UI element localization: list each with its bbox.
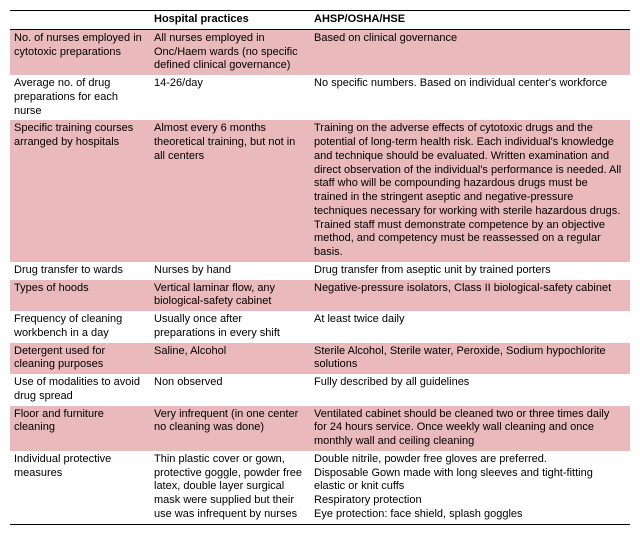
table-row: Specific training courses arranged by ho… xyxy=(10,120,630,262)
table-cell: No specific numbers. Based on individual… xyxy=(310,75,630,120)
table-cell: Detergent used for cleaning purposes xyxy=(10,343,150,375)
table-cell: Thin plastic cover or gown, protective g… xyxy=(150,451,310,524)
table-row: Use of modalities to avoid drug spreadNo… xyxy=(10,374,630,406)
table-row: Floor and furniture cleaningVery infrequ… xyxy=(10,406,630,451)
table-cell: Training on the adverse effects of cytot… xyxy=(310,120,630,262)
table-cell: Nurses by hand xyxy=(150,262,310,280)
table-cell: Fully described by all guidelines xyxy=(310,374,630,406)
table-cell: Almost every 6 months theoretical traini… xyxy=(150,120,310,262)
table-cell: Usually once after preparations in every… xyxy=(150,311,310,343)
table-cell: Sterile Alcohol, Sterile water, Peroxide… xyxy=(310,343,630,375)
table-cell: Drug transfer to wards xyxy=(10,262,150,280)
table-cell: Double nitrile, powder free gloves are p… xyxy=(310,451,630,524)
table-row: Detergent used for cleaning purposesSali… xyxy=(10,343,630,375)
table-cell: No. of nurses employed in cytotoxic prep… xyxy=(10,29,150,75)
table-cell: All nurses employed in Onc/Haem wards (n… xyxy=(150,29,310,75)
col-header-1: Hospital practices xyxy=(150,11,310,30)
table-row: No. of nurses employed in cytotoxic prep… xyxy=(10,29,630,75)
table-cell: Individual protective measures xyxy=(10,451,150,524)
table-cell: Average no. of drug preparations for eac… xyxy=(10,75,150,120)
table-header-row: Hospital practices AHSP/OSHA/HSE xyxy=(10,11,630,30)
table-row: Individual protective measuresThin plast… xyxy=(10,451,630,524)
table-cell: Specific training courses arranged by ho… xyxy=(10,120,150,262)
table-cell: 14-26/day xyxy=(150,75,310,120)
table-row: Types of hoodsVertical laminar flow, any… xyxy=(10,280,630,312)
table-cell: Based on clinical governance xyxy=(310,29,630,75)
table-cell: Frequency of cleaning workbench in a day xyxy=(10,311,150,343)
table-cell: Use of modalities to avoid drug spread xyxy=(10,374,150,406)
table-cell: Ventilated cabinet should be cleaned two… xyxy=(310,406,630,451)
col-header-0 xyxy=(10,11,150,30)
table-row: Average no. of drug preparations for eac… xyxy=(10,75,630,120)
table-cell: Drug transfer from aseptic unit by train… xyxy=(310,262,630,280)
col-header-2: AHSP/OSHA/HSE xyxy=(310,11,630,30)
table-body: No. of nurses employed in cytotoxic prep… xyxy=(10,29,630,524)
table-cell: Negative-pressure isolators, Class II bi… xyxy=(310,280,630,312)
table-cell: Non observed xyxy=(150,374,310,406)
table-cell: Floor and furniture cleaning xyxy=(10,406,150,451)
table-row: Frequency of cleaning workbench in a day… xyxy=(10,311,630,343)
table-cell: Saline, Alcohol xyxy=(150,343,310,375)
table-cell: Very infrequent (in one center no cleani… xyxy=(150,406,310,451)
table-cell: At least twice daily xyxy=(310,311,630,343)
table-cell: Types of hoods xyxy=(10,280,150,312)
comparison-table: Hospital practices AHSP/OSHA/HSE No. of … xyxy=(10,10,630,525)
table-row: Drug transfer to wardsNurses by handDrug… xyxy=(10,262,630,280)
table-cell: Vertical laminar flow, any biological-sa… xyxy=(150,280,310,312)
